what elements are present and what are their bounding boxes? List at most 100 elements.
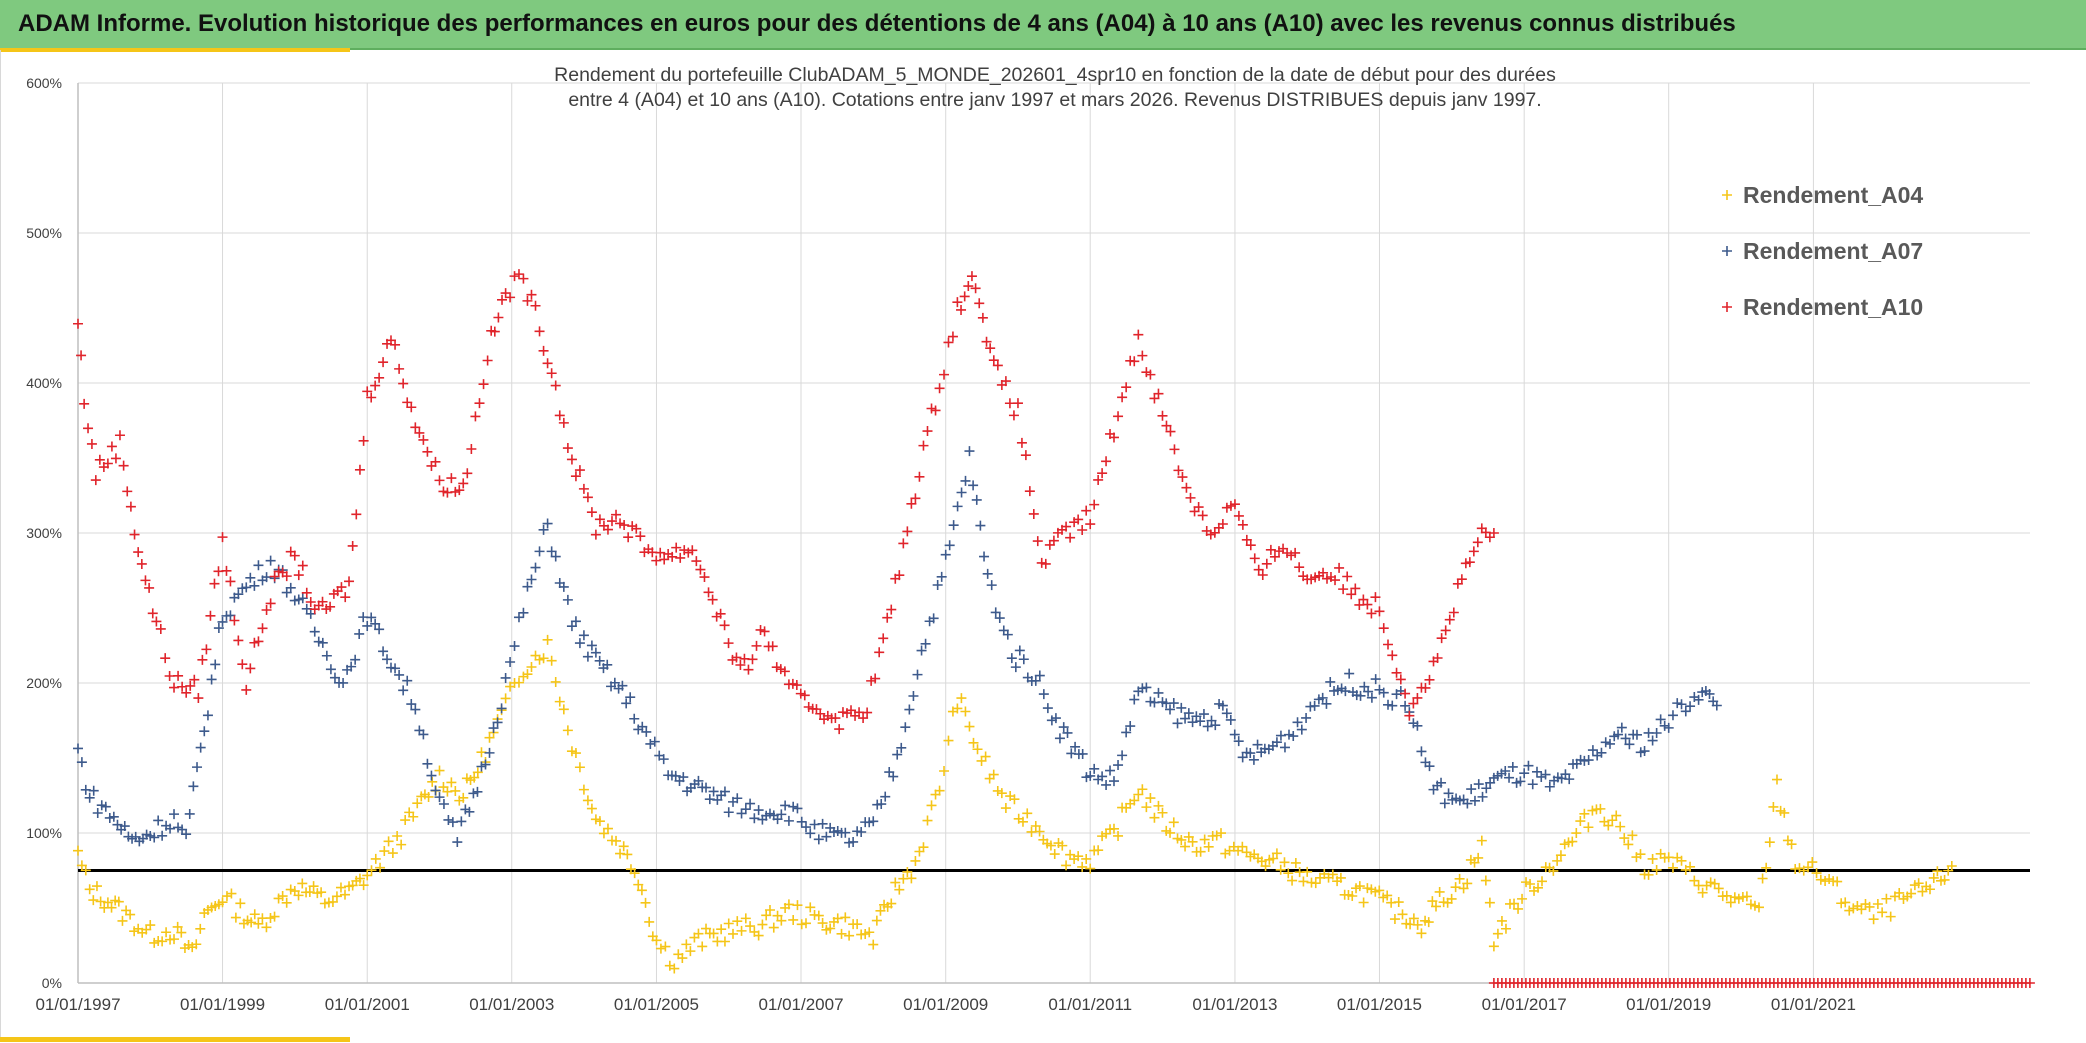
- marker-rendement-a07: [157, 830, 168, 841]
- marker-rendement-a10: [1000, 376, 1011, 387]
- marker-rendement-a10: [675, 552, 686, 563]
- marker-rendement-a07: [265, 555, 276, 566]
- marker-rendement-a07: [438, 798, 449, 809]
- marker-rendement-a07: [526, 574, 537, 585]
- marker-rendement-a04: [817, 918, 828, 929]
- marker-rendement-a04: [644, 916, 655, 927]
- marker-rendement-a04: [918, 842, 929, 853]
- marker-rendement-a04: [1803, 862, 1814, 873]
- marker-rendement-a07: [821, 831, 832, 842]
- marker-rendement-a07: [1317, 692, 1328, 703]
- marker-rendement-a07: [1283, 729, 1294, 740]
- marker-rendement-a07: [1309, 700, 1320, 711]
- marker-rendement-a10: [406, 402, 417, 413]
- marker-rendement-a04: [1077, 861, 1088, 872]
- marker-rendement-a04: [1877, 907, 1888, 918]
- marker-rendement-a10: [1261, 558, 1272, 569]
- marker-rendement-a04: [1509, 898, 1520, 909]
- marker-rendement-a04: [570, 748, 581, 759]
- x-tick-label: 01/01/1997: [35, 995, 120, 1014]
- marker-rendement-a04: [968, 737, 979, 748]
- marker-rendement-a04: [1689, 875, 1700, 886]
- marker-rendement-a07: [817, 818, 828, 829]
- marker-rendement-a10: [301, 587, 312, 598]
- marker-rendement-a07: [916, 645, 927, 656]
- x-tick-label: 01/01/2021: [1771, 995, 1856, 1014]
- marker-rendement-a10: [1145, 369, 1156, 380]
- marker-rendement-a10: [943, 337, 954, 348]
- marker-rendement-a04: [864, 927, 875, 938]
- marker-rendement-a07: [1378, 687, 1389, 698]
- marker-rendement-a10: [743, 664, 754, 675]
- marker-rendement-a07: [1002, 629, 1013, 640]
- marker-rendement-a10: [719, 620, 730, 631]
- marker-rendement-a07: [434, 792, 445, 803]
- marker-rendement-a07: [1504, 772, 1515, 783]
- marker-rendement-a04: [582, 795, 593, 806]
- marker-rendement-a04: [1412, 919, 1423, 930]
- marker-rendement-a04: [113, 896, 124, 907]
- marker-rendement-a10: [1424, 674, 1435, 685]
- marker-rendement-a10: [173, 670, 184, 681]
- marker-rendement-a10: [509, 271, 520, 282]
- marker-rendement-a10: [902, 526, 913, 537]
- marker-rendement-a07: [317, 637, 328, 648]
- marker-rendement-a07: [1070, 741, 1081, 752]
- marker-rendement-a07: [550, 551, 561, 562]
- marker-rendement-a04: [327, 896, 338, 907]
- marker-rendement-a07: [108, 811, 119, 822]
- marker-rendement-a07: [1587, 745, 1598, 756]
- marker-rendement-a10: [695, 564, 706, 575]
- marker-rendement-a07: [206, 674, 217, 685]
- marker-rendement-a04: [538, 653, 549, 664]
- marker-rendement-a04: [1583, 822, 1594, 833]
- marker-rendement-a10: [1169, 444, 1180, 455]
- marker-rendement-a10: [1177, 472, 1188, 483]
- marker-rendement-a07: [202, 710, 213, 721]
- marker-rendement-a10: [631, 523, 642, 534]
- marker-rendement-a10: [466, 443, 477, 454]
- marker-rendement-a07: [1536, 771, 1547, 782]
- marker-rendement-a04: [1335, 872, 1346, 883]
- marker-rendement-a07: [374, 624, 385, 635]
- marker-rendement-a04: [1488, 941, 1499, 952]
- marker-rendement-a10: [667, 551, 678, 562]
- marker-rendement-a10: [317, 596, 328, 607]
- marker-rendement-a04: [988, 769, 999, 780]
- marker-rendement-a04: [375, 862, 386, 873]
- marker-rendement-a04: [1093, 845, 1104, 856]
- marker-rendement-a07: [447, 817, 458, 828]
- marker-rendement-a07: [1477, 791, 1488, 802]
- marker-rendement-a07: [509, 641, 520, 652]
- marker-rendement-a04: [926, 800, 937, 811]
- marker-rendement-a10: [623, 532, 634, 543]
- marker-rendement-a07: [542, 518, 553, 529]
- marker-rendement-a07: [169, 809, 180, 820]
- marker-rendement-a07: [649, 736, 660, 747]
- marker-rendement-a04: [964, 721, 975, 732]
- marker-rendement-a04: [91, 881, 102, 892]
- marker-rendement-a10: [974, 298, 985, 309]
- marker-rendement-a04: [1149, 812, 1160, 823]
- marker-rendement-a07: [1469, 795, 1480, 806]
- marker-rendement-a07: [1663, 722, 1674, 733]
- marker-rendement-a07: [1564, 774, 1575, 785]
- marker-rendement-a10: [554, 410, 565, 421]
- marker-rendement-a04: [615, 848, 626, 859]
- marker-rendement-a07: [1296, 724, 1307, 735]
- marker-rendement-a07: [982, 568, 993, 579]
- marker-rendement-a04: [1794, 863, 1805, 874]
- marker-rendement-a07: [948, 520, 959, 531]
- marker-rendement-a10: [530, 300, 541, 311]
- marker-rendement-a10: [922, 426, 933, 437]
- marker-rendement-a07: [1616, 722, 1627, 733]
- marker-rendement-a04: [1635, 849, 1646, 860]
- marker-rendement-a07: [1651, 728, 1662, 738]
- marker-rendement-a04: [768, 922, 779, 933]
- marker-rendement-a07: [693, 775, 704, 786]
- marker-rendement-a10: [1249, 553, 1260, 564]
- marker-rendement-a07: [1248, 754, 1259, 765]
- marker-rendement-a04: [1627, 830, 1638, 841]
- marker-rendement-a04: [640, 897, 651, 908]
- marker-rendement-a07: [1624, 739, 1635, 750]
